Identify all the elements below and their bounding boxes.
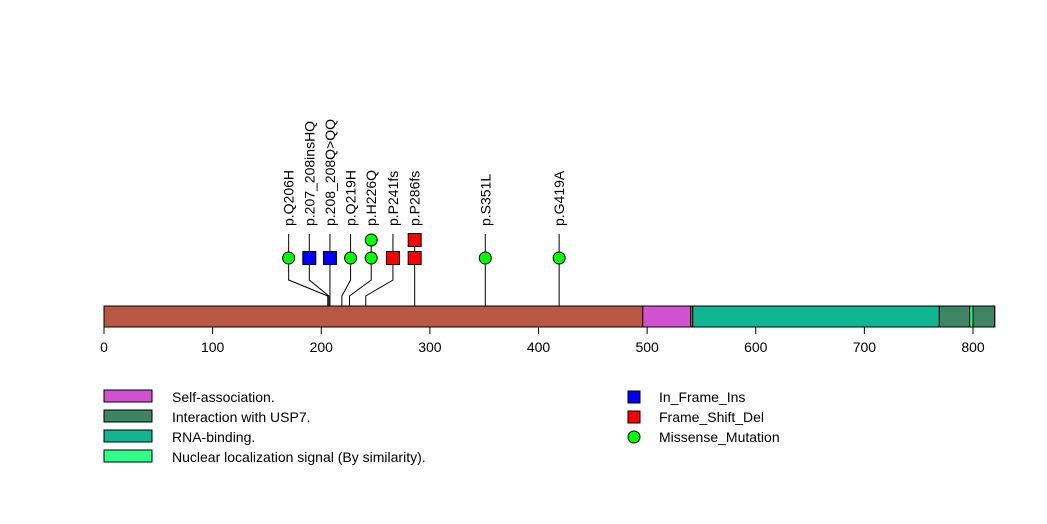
legend-label: Nuclear localization signal (By similari… <box>172 449 426 465</box>
x-tick-label: 300 <box>418 339 442 355</box>
legend-label: Interaction with USP7. <box>172 409 311 425</box>
mutation-label: p.P241fs <box>385 171 401 226</box>
legend-swatch <box>103 389 153 403</box>
mutation-label: p.207_208insHQ <box>301 121 317 226</box>
mutation-label: p.G419A <box>551 170 567 226</box>
legend-swatch <box>103 409 153 423</box>
domain-block <box>642 305 692 328</box>
mutation-label: p.S351L <box>477 174 493 226</box>
in-frame-ins-marker <box>322 251 337 265</box>
in-frame-ins-marker <box>302 251 317 265</box>
protein-backbone-group <box>103 305 996 328</box>
mutation-label: p.Q219H <box>343 170 359 226</box>
domain-block <box>972 305 996 328</box>
missense-marker <box>552 251 566 265</box>
x-tick-label: 400 <box>527 339 551 355</box>
legend-label: Missense_Mutation <box>659 429 780 445</box>
mutation-label: p.H226Q <box>363 170 379 226</box>
mutation-label: p.P286fs <box>407 171 423 226</box>
x-axis: 0 100 200 300 400 500 600 700 800 <box>100 327 985 355</box>
x-tick-label: 800 <box>961 339 985 355</box>
frame-shift-del-marker <box>407 233 422 247</box>
mutation-label: p.208_208Q>QQ <box>322 119 338 226</box>
frame-shift-del-marker <box>407 251 422 265</box>
missense-marker <box>364 233 378 247</box>
domain-block <box>692 305 940 328</box>
missense-marker <box>478 251 492 265</box>
mutation-label: p.Q206H <box>281 170 297 226</box>
mutation-markers <box>282 233 566 265</box>
x-tick-label: 200 <box>310 339 334 355</box>
x-tick-label: 100 <box>201 339 225 355</box>
domain-block <box>938 305 971 328</box>
legend-marker-circle <box>627 430 641 444</box>
frame-shift-del-marker <box>385 251 400 265</box>
missense-marker <box>364 251 378 265</box>
mutation-legend: In_Frame_Ins Frame_Shift_Del Missense_Muta… <box>627 389 780 445</box>
legend-swatch <box>103 449 153 463</box>
legend-label: Frame_Shift_Del <box>659 409 764 425</box>
x-tick-label: 0 <box>100 339 108 355</box>
missense-marker <box>344 251 358 265</box>
x-tick-label: 700 <box>853 339 877 355</box>
missense-marker <box>282 251 296 265</box>
x-tick-label: 500 <box>635 339 659 355</box>
legend-label: Self-association. <box>172 389 275 405</box>
legend-marker-square <box>627 410 641 424</box>
legend-marker-square <box>627 390 641 404</box>
domain-legend: Self-association. Interaction with USP7. R… <box>103 389 426 465</box>
backbone-outline <box>103 305 996 328</box>
legend-label: In_Frame_Ins <box>659 389 745 405</box>
mutation-labels: p.Q206H p.207_208insHQ p.208_208Q>QQ p.Q219… <box>281 119 567 226</box>
legend-swatch <box>103 429 153 443</box>
x-tick-label: 600 <box>744 339 768 355</box>
legend-label: RNA-binding. <box>172 429 255 445</box>
